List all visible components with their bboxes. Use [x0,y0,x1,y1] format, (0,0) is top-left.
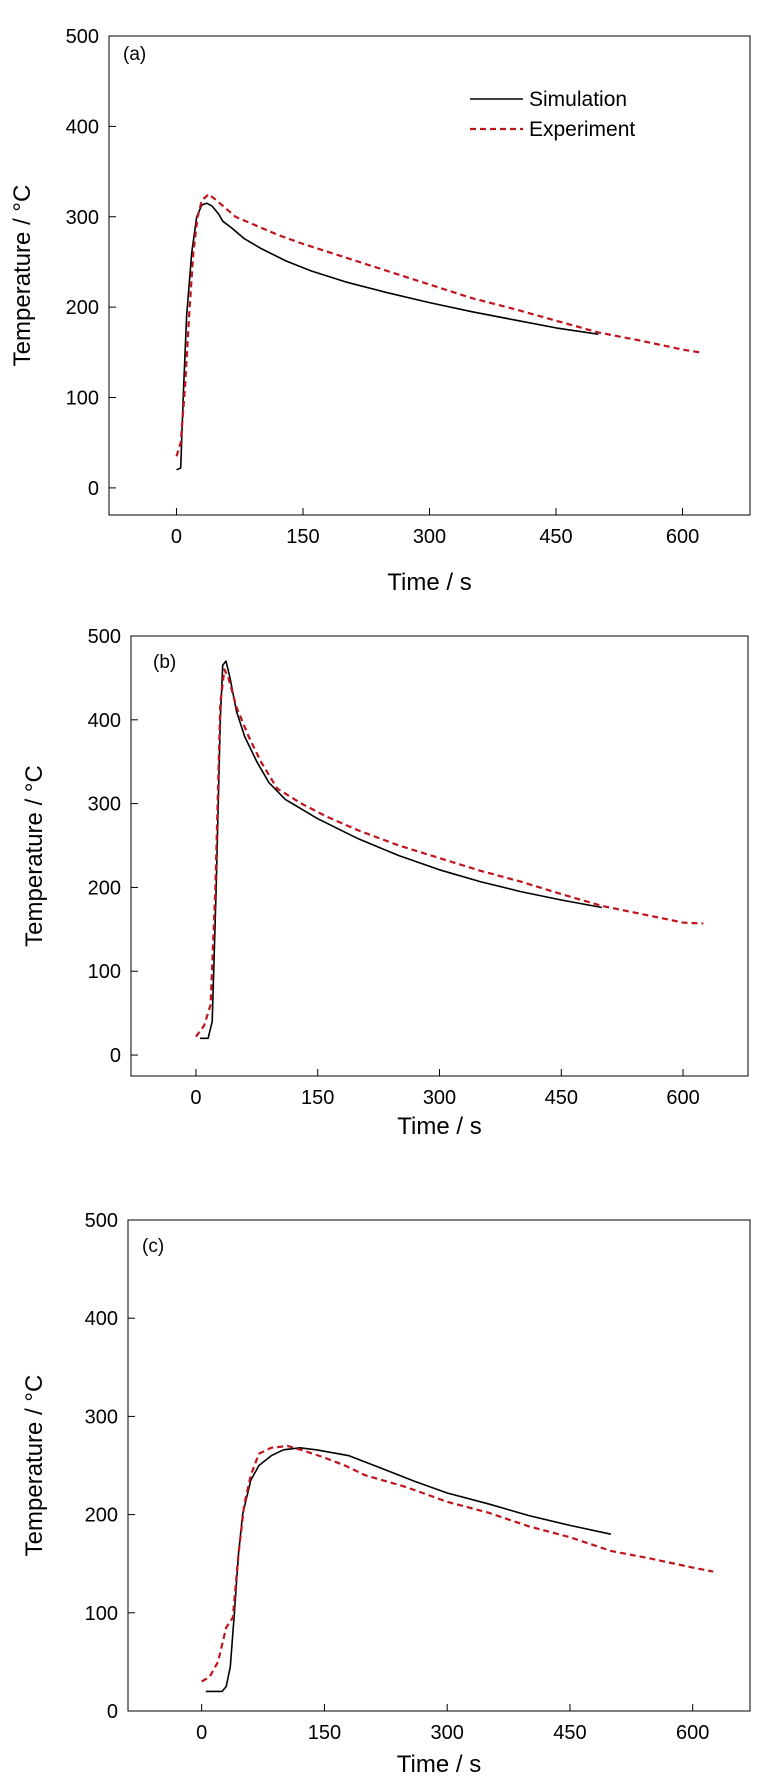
x-tick-label: 300 [430,1722,463,1744]
x-axis-label: Time / s [397,1113,481,1140]
panel-label: (b) [153,652,176,673]
plot-frame [127,1219,751,1712]
y-tick-label: 500 [66,26,99,48]
panel-label: (c) [142,1236,164,1257]
panel-a: 0 150 300 450 600 0 100 200 300 400 500 Time / s Tem… [9,26,751,596]
y-tick-label: 500 [88,626,121,648]
y-tick-label: 300 [88,794,121,816]
y-tick-label: 200 [88,877,121,899]
experiment-series-line [201,1444,714,1683]
y-tick-label: 100 [66,388,99,410]
panel-label: (a) [123,44,146,65]
x-tick-label: 300 [423,1087,456,1109]
y-tick-label: 300 [85,1406,118,1428]
experiment-series-line [175,193,700,457]
x-tick-label: 450 [553,1722,586,1744]
x-axis-label: Time / s [397,1751,481,1777]
x-tick-label: 0 [196,1722,207,1744]
simulation-series-line [200,660,603,1040]
y-tick-label: 400 [66,116,99,138]
panel-c: 0 150 300 450 600 0 100 200 300 400 500 Time / s Tem… [21,1210,751,1777]
x-tick-label: 600 [666,526,699,548]
y-tick-label: 300 [66,207,99,229]
plot-frame [130,635,749,1077]
simulation-series-line [176,202,599,471]
simulation-series-line [205,1447,612,1693]
y-axis-label: Temperature / °C [9,185,36,367]
y-tick-label: 0 [110,1045,121,1067]
experiment-series-line [195,668,704,1038]
y-axis-label: Temperature / °C [21,1375,48,1557]
y-tick-label: 0 [88,478,99,500]
x-tick-label: 600 [676,1722,709,1744]
panel-b: 0 150 300 450 600 0 100 200 300 400 500 Time / s Tem… [21,626,749,1140]
y-tick-label: 400 [88,710,121,732]
y-tick-label: 200 [85,1505,118,1527]
plot-frame [108,35,751,516]
x-tick-label: 150 [308,1722,341,1744]
x-axis-label: Time / s [387,569,471,596]
x-tick-label: 450 [539,526,572,548]
x-tick-label: 450 [545,1087,578,1109]
y-tick-label: 500 [85,1210,118,1232]
y-tick-label: 100 [88,961,121,983]
y-tick-label: 0 [107,1701,118,1723]
y-tick-label: 200 [66,297,99,319]
x-tick-label: 0 [171,526,182,548]
x-tick-label: 150 [301,1087,334,1109]
y-axis-label: Temperature / °C [21,765,48,947]
legend-entry: Experiment [529,118,635,141]
y-tick-label: 400 [85,1308,118,1330]
x-tick-label: 300 [413,526,446,548]
legend-entry: Simulation [529,88,627,111]
x-tick-label: 0 [190,1087,201,1109]
x-tick-label: 150 [286,526,319,548]
x-tick-label: 600 [666,1087,699,1109]
y-tick-label: 100 [85,1603,118,1625]
